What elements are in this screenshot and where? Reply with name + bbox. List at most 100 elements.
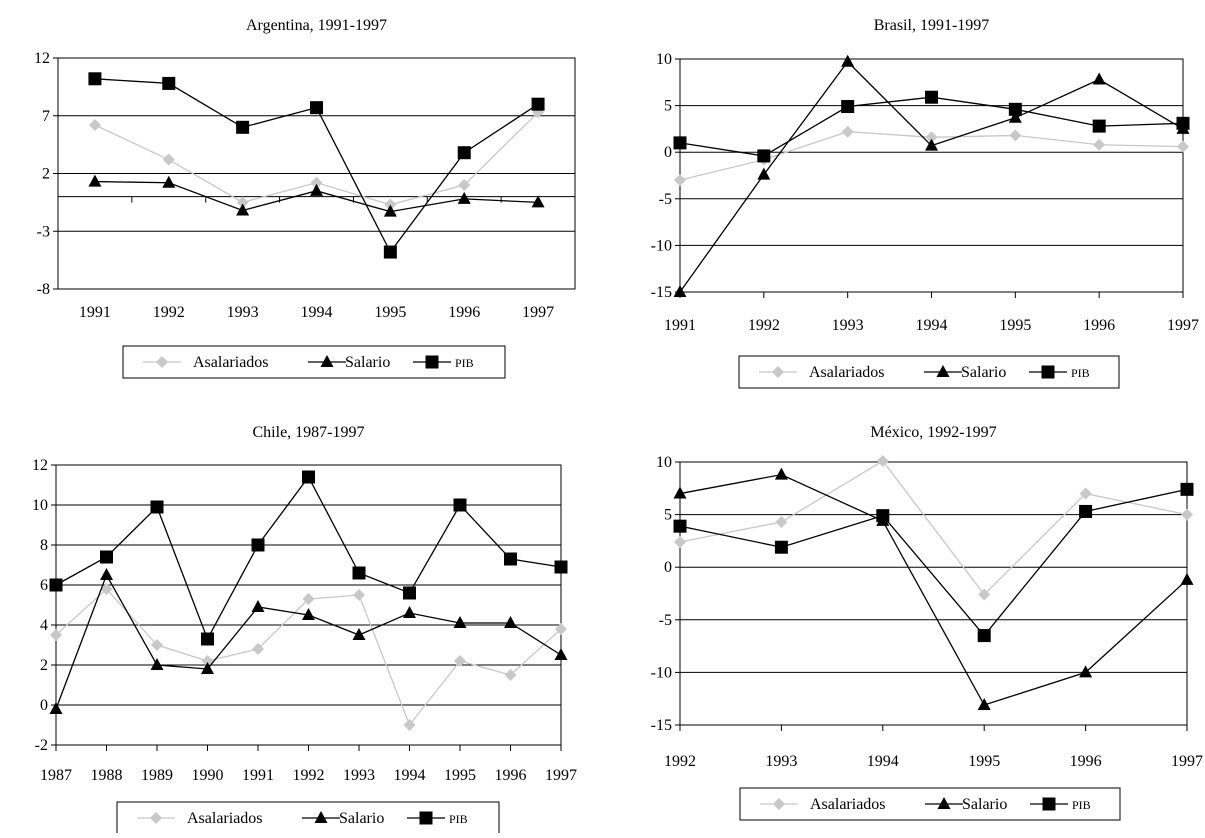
x-tick-label: 1992	[748, 317, 780, 334]
x-tick-label: 1994	[916, 317, 948, 334]
y-tick-label: 0	[664, 144, 672, 161]
x-tick-label: 1994	[867, 753, 899, 770]
y-tick-label: 2	[42, 166, 50, 183]
x-tick-label: 1989	[141, 767, 173, 784]
x-tick-label: 1990	[192, 767, 224, 784]
x-tick-label: 1994	[394, 767, 426, 784]
legend-item-salario: Salario	[925, 796, 1007, 813]
data-point	[310, 101, 323, 115]
plot-area	[679, 461, 1188, 726]
series-asalariados	[674, 125, 1189, 187]
y-tick-label: 10	[32, 497, 48, 514]
x-tick-label: 1995	[444, 767, 476, 784]
chart-title: Argentina, 1991-1997	[246, 17, 387, 34]
y-tick-label: 10	[656, 51, 672, 68]
data-point	[1177, 140, 1189, 153]
data-point	[302, 593, 315, 605]
legend-marker	[1041, 365, 1055, 379]
data-point	[504, 669, 517, 681]
data-point	[841, 54, 855, 67]
legend-item-asalariados: Asalariados	[759, 364, 885, 381]
legend: Asalariados Salario PIB	[116, 801, 500, 835]
data-point	[302, 608, 315, 620]
data-point	[352, 566, 366, 580]
chart-panel-0: Argentina, 1991-1997 -8 -3 2 7 12 1991 1992 1993…	[34, 17, 576, 379]
y-tick-label: -15	[651, 717, 672, 734]
x-tick-label: 1987	[40, 767, 72, 784]
data-point	[150, 658, 164, 670]
legend-item-pib: PIB	[413, 355, 474, 370]
legend-label: PIB	[449, 812, 468, 826]
data-point	[774, 467, 788, 480]
data-point	[162, 175, 176, 188]
x-tick-label: 1996	[1083, 317, 1115, 334]
data-point	[251, 538, 265, 552]
data-point	[1181, 508, 1193, 521]
legend-marker	[425, 355, 439, 369]
data-point	[403, 606, 416, 618]
data-point	[454, 655, 466, 667]
data-point	[1008, 102, 1022, 116]
legend-label: PIB	[1072, 798, 1091, 812]
data-point	[841, 125, 854, 138]
data-point	[383, 204, 397, 217]
legend-label: Salario	[339, 810, 384, 827]
series-asalariados	[88, 106, 545, 211]
series-line	[679, 460, 1188, 596]
data-point	[673, 285, 687, 297]
y-tick-label: -8	[37, 281, 50, 298]
legend-marker	[320, 355, 334, 367]
data-point	[1180, 482, 1194, 496]
data-point	[1009, 129, 1022, 142]
data-point	[555, 623, 567, 635]
data-point	[310, 176, 323, 189]
data-point	[353, 589, 365, 601]
data-point	[504, 616, 517, 628]
data-point	[674, 174, 686, 187]
data-point	[150, 500, 164, 514]
legend-marker	[936, 365, 950, 377]
legend-label: Salario	[962, 796, 1007, 813]
legend-marker	[419, 811, 433, 825]
legend-marker	[772, 366, 784, 378]
chart-panel-2: Chile, 1987-1997 -2 0 2 4 6 8 10 12 1987 1988 1989 1…	[32, 424, 577, 835]
chart-title: Brasil, 1991-1997	[874, 17, 990, 34]
x-tick-label: 1995	[999, 317, 1031, 334]
y-tick-label: -5	[659, 612, 672, 629]
data-point	[673, 486, 687, 499]
series-pib	[49, 470, 568, 646]
data-point	[252, 643, 264, 655]
series-asalariados	[674, 454, 1193, 601]
legend: Asalariados Salario PIB	[738, 355, 1120, 389]
legend-item-salario: Salario	[302, 810, 384, 827]
data-point	[88, 118, 101, 131]
legend-marker	[1042, 797, 1056, 811]
chart-panel-1: Brasil, 1991-1997 -15 -10 -5 0 5 10 1991 1992 199…	[651, 17, 1199, 389]
legend: Asalariados Salario PIB	[122, 345, 506, 379]
x-tick-label: 1997	[545, 767, 577, 784]
data-point	[100, 568, 113, 580]
data-point	[1079, 665, 1093, 678]
data-point	[554, 648, 568, 660]
y-tick-label: 0	[664, 559, 672, 576]
data-point	[162, 153, 175, 166]
legend: Asalariados Salario PIB	[739, 787, 1121, 821]
legend-marker	[156, 356, 168, 368]
legend-marker	[937, 797, 951, 809]
data-point	[49, 702, 63, 714]
legend-item-asalariados: Asalariados	[137, 810, 263, 827]
data-point	[453, 616, 467, 628]
series-asalariados	[50, 583, 567, 731]
y-tick-label: -2	[35, 737, 48, 754]
legend-item-salario: Salario	[308, 354, 390, 371]
x-tick-label: 1995	[968, 753, 1000, 770]
data-point	[251, 600, 265, 612]
data-point	[453, 498, 467, 512]
data-point	[554, 560, 568, 574]
data-point	[757, 149, 771, 163]
data-point	[876, 454, 889, 467]
x-tick-label: 1992	[293, 767, 325, 784]
series-pib	[88, 72, 545, 259]
x-tick-label: 1996	[448, 304, 480, 321]
legend-item-salario: Salario	[924, 364, 1006, 381]
